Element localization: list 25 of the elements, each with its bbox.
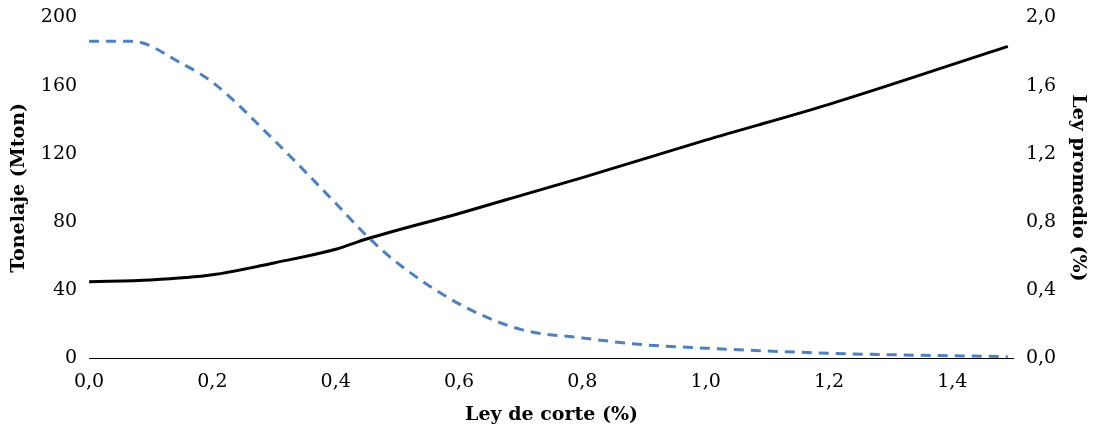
x-axis-title: Ley de corte (%) (465, 401, 638, 424)
y-tick-label: 200 (40, 4, 78, 27)
y2-tick-label: 2,0 (1025, 4, 1057, 27)
x-tick-label: 1,2 (813, 368, 845, 391)
y2-tick-label: 1,6 (1025, 72, 1057, 95)
y-axis-title: Tonelaje (Mton) (6, 102, 29, 273)
x-tick-label: 0,6 (443, 368, 475, 391)
y-tick-label: 0 (64, 345, 78, 368)
line-series (89, 39, 1010, 359)
x-tick-label: 0,0 (73, 368, 105, 391)
y2-tick-label: 0,0 (1025, 345, 1057, 368)
y-tick-label: 160 (40, 72, 78, 95)
x-tick-label: 0,8 (567, 368, 598, 391)
x-tick-label: 1,0 (690, 368, 721, 391)
y2-tick-label: 1,2 (1025, 140, 1057, 163)
x-tick-label: 1,4 (937, 368, 968, 391)
x-tick-label: 0,4 (320, 368, 351, 391)
y2-tick-label: 0,8 (1025, 208, 1057, 231)
y-tick-label: 120 (40, 140, 78, 163)
x-tick-label: 0,2 (197, 368, 228, 391)
y2-tick-label: 0,4 (1025, 277, 1057, 300)
line-series (89, 44, 1010, 284)
y-tick-label: 40 (52, 277, 78, 300)
y2-axis-title: Ley promedio (%) (1068, 94, 1091, 282)
y-tick-label: 80 (52, 208, 78, 231)
